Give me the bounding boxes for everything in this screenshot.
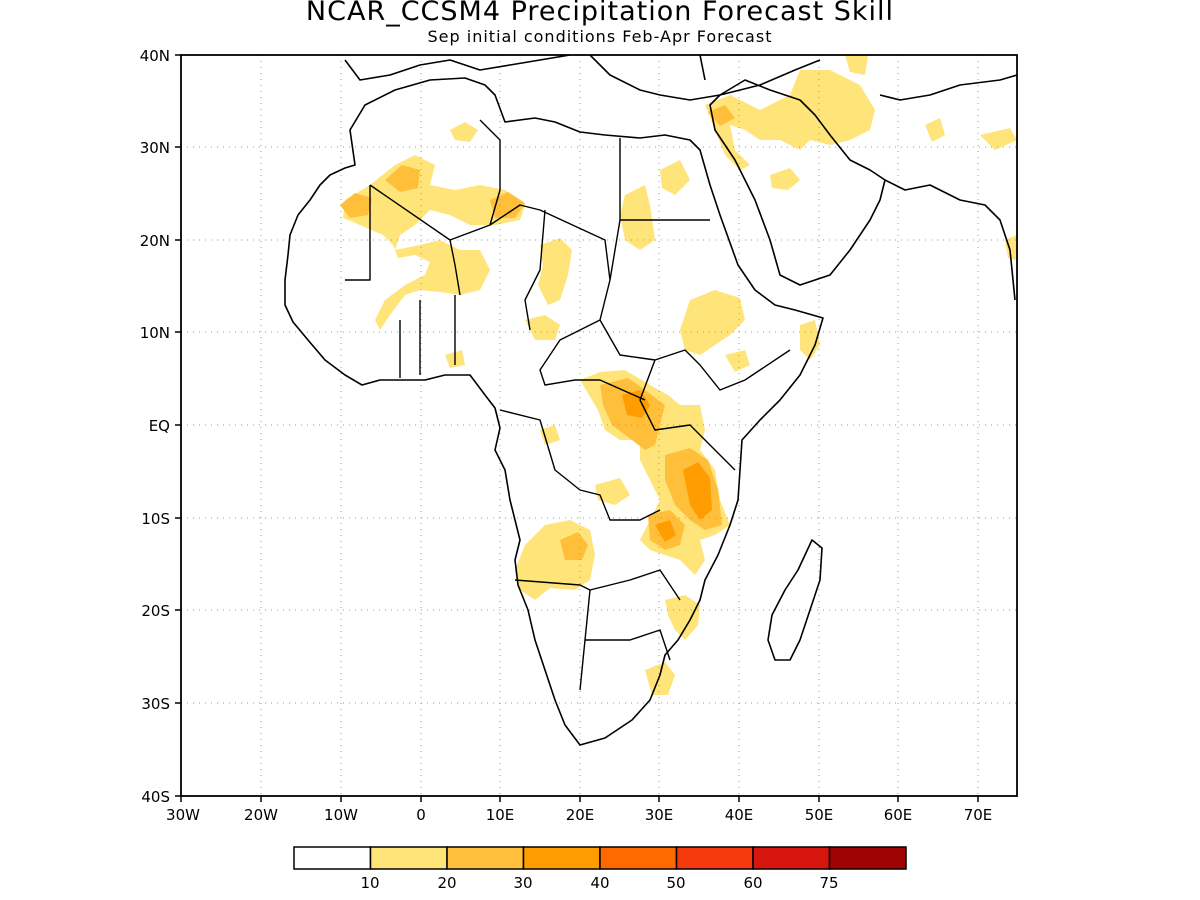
skill-region-ethiopia-2 [725, 350, 750, 372]
lon-tick-label: 50E [805, 806, 834, 824]
skill-region-pakistan [980, 128, 1017, 150]
lon-tick-label: 30W [166, 806, 200, 824]
lon-tick-label: 70E [964, 806, 993, 824]
skill-region-south-africa [645, 662, 675, 695]
lat-tick-label: 10S [141, 510, 170, 528]
skill-region-caspian [845, 55, 868, 75]
legend-tick-label: 30 [513, 874, 532, 892]
legend-tick-label: 40 [590, 874, 609, 892]
coastlines [284, 55, 1017, 746]
skill-region-somalia [800, 320, 820, 360]
skill-region-ethiopia [680, 290, 745, 355]
asia-coastline [879, 74, 1017, 301]
map-subtitle: Sep initial conditions Feb-Apr Forecast [427, 27, 773, 46]
lon-tick-label: 20W [244, 806, 278, 824]
skill-region-chad [538, 238, 572, 305]
legend-tick-label: 10 [360, 874, 379, 892]
lat-tick-label: 20S [141, 602, 170, 620]
legend-swatch [752, 846, 831, 870]
lon-tick-label: 20E [566, 806, 595, 824]
lat-tick-label: 30S [141, 695, 170, 713]
skill-region-congo [540, 425, 560, 445]
skill-region-mozambique [665, 595, 700, 640]
legend-tick-label: 60 [743, 874, 762, 892]
map-title: NCAR_CCSM4 Precipitation Forecast Skill [305, 0, 895, 27]
lon-tick-label: 10E [486, 806, 515, 824]
skill-region-east-africa-peak [622, 390, 650, 418]
skill-region-sahara [343, 155, 525, 330]
skill-region-mideast-core [708, 105, 735, 126]
legend-swatch [293, 846, 372, 870]
skill-region-nigeria [525, 315, 560, 340]
legend-tick-label: 50 [666, 874, 685, 892]
lon-axis: 30W 20W 10W 0 10E 20E 30E 40E 50E 60E 70… [166, 796, 992, 824]
skill-region-iran [925, 118, 945, 142]
lon-tick-label: 60E [884, 806, 913, 824]
color-legend: 10 20 30 40 50 60 75 [293, 846, 907, 892]
map-area [181, 55, 1017, 796]
lat-tick-label: 40N [140, 47, 170, 65]
lat-tick-label: EQ [149, 417, 170, 435]
grid-lines [181, 55, 1017, 796]
skill-region-sudan [620, 185, 655, 250]
africa-coastline [284, 77, 824, 746]
skill-region-egypt [660, 160, 690, 195]
lat-tick-label: 20N [140, 232, 170, 250]
skill-region-tanzania-peak [683, 462, 712, 520]
madagascar-coastline [767, 539, 823, 661]
lat-tick-label: 40S [141, 788, 170, 806]
europe-coastline [344, 55, 821, 101]
skill-region-north [450, 122, 478, 142]
lat-tick-label: 10N [140, 324, 170, 342]
legend-swatch [599, 846, 678, 870]
lat-axis: 40N 30N 20N 10N EQ 10S 20S 30S 40S [140, 47, 181, 806]
country-borders [345, 119, 791, 691]
skill-region-sahara-core-3 [490, 192, 525, 218]
skill-region-angola-core [560, 532, 588, 560]
skill-region-malawi-peak [655, 520, 676, 542]
skill-region-india [1005, 235, 1017, 260]
skill-region-sahara-core-2 [385, 165, 420, 192]
legend-tick-label: 20 [437, 874, 456, 892]
lon-tick-label: 10W [324, 806, 358, 824]
skill-region-arabia [770, 168, 800, 190]
skill-region-mideast [705, 70, 875, 170]
lon-tick-label: 40E [725, 806, 754, 824]
lon-tick-label: 0 [416, 806, 426, 824]
skill-region-zambia [595, 478, 630, 505]
lon-tick-label: 30E [645, 806, 674, 824]
skill-region-sahara-core [340, 193, 372, 218]
legend-swatch [369, 846, 448, 870]
legend-swatch [522, 846, 601, 870]
legend-tick-label: 75 [819, 874, 838, 892]
legend-swatch [828, 846, 907, 870]
lat-tick-label: 30N [140, 139, 170, 157]
legend-swatch [675, 846, 754, 870]
skill-shading [340, 55, 1017, 695]
legend-swatch [446, 846, 525, 870]
